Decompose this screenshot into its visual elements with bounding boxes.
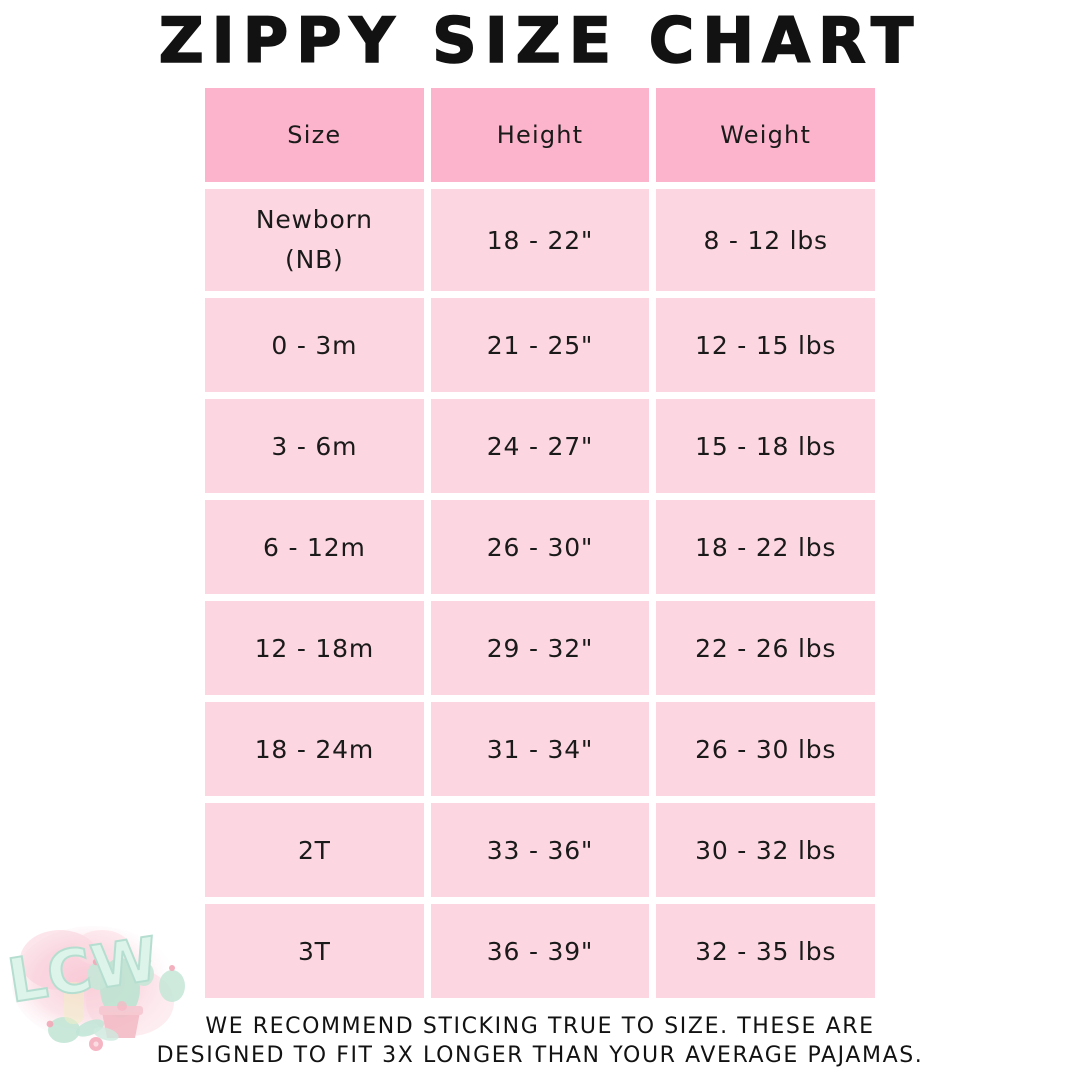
cell-height: 31 - 34" <box>430 702 650 796</box>
table-row: Newborn (NB) 18 - 22" 8 - 12 lbs <box>205 189 876 291</box>
column-header-size: Size <box>205 88 424 182</box>
table-row: 3T 36 - 39" 32 - 35 lbs <box>205 904 876 998</box>
cell-weight: 12 - 15 lbs <box>656 298 876 392</box>
cell-height: 36 - 39" <box>430 904 650 998</box>
cell-weight: 30 - 32 lbs <box>656 803 876 897</box>
cell-size: Newborn (NB) <box>205 189 424 291</box>
cell-height: 33 - 36" <box>430 803 650 897</box>
cell-weight: 18 - 22 lbs <box>656 500 876 594</box>
cell-size: 6 - 12m <box>205 500 424 594</box>
table-row: 6 - 12m 26 - 30" 18 - 22 lbs <box>205 500 876 594</box>
cell-size: 18 - 24m <box>205 702 424 796</box>
cell-size: 3 - 6m <box>205 399 424 493</box>
table-row: 2T 33 - 36" 30 - 32 lbs <box>205 803 876 897</box>
cell-size: 12 - 18m <box>205 601 424 695</box>
table-header-row: Size Height Weight <box>205 88 876 182</box>
cell-size: 0 - 3m <box>205 298 424 392</box>
flower-icon <box>92 958 100 966</box>
table-row: 3 - 6m 24 - 27" 15 - 18 lbs <box>205 399 876 493</box>
size-chart-table: Size Height Weight Newborn (NB) 18 - 22"… <box>205 88 876 998</box>
footer-note: WE RECOMMEND STICKING TRUE TO SIZE. THES… <box>0 1012 1080 1070</box>
cell-height: 21 - 25" <box>430 298 650 392</box>
table-row: 0 - 3m 21 - 25" 12 - 15 lbs <box>205 298 876 392</box>
cell-height: 24 - 27" <box>430 399 650 493</box>
table-row: 18 - 24m 31 - 34" 26 - 30 lbs <box>205 702 876 796</box>
size-label-lines: Newborn (NB) <box>256 200 373 280</box>
size-label-line2: (NB) <box>285 245 344 274</box>
column-header-weight: Weight <box>656 88 876 182</box>
column-header-height: Height <box>430 88 650 182</box>
cell-weight: 26 - 30 lbs <box>656 702 876 796</box>
footer-note-line1: WE RECOMMEND STICKING TRUE TO SIZE. THES… <box>205 1014 875 1039</box>
cell-weight: 15 - 18 lbs <box>656 399 876 493</box>
cactus-icon <box>159 965 185 1002</box>
logo-letters: LCW <box>2 923 165 1018</box>
cell-size: 3T <box>205 904 424 998</box>
cell-size: 2T <box>205 803 424 897</box>
cell-height: 26 - 30" <box>430 500 650 594</box>
cell-height: 18 - 22" <box>430 189 650 291</box>
size-label-line1: Newborn <box>255 205 373 234</box>
flower-icon <box>169 965 175 971</box>
cell-weight: 8 - 12 lbs <box>656 189 876 291</box>
page-title: ZIPPY SIZE CHART <box>158 4 922 77</box>
footer-note-line2: DESIGNED TO FIT 3X LONGER THAN YOUR AVER… <box>156 1043 924 1068</box>
flower-icon <box>144 957 152 965</box>
table-row: 12 - 18m 29 - 32" 22 - 26 lbs <box>205 601 876 695</box>
cell-weight: 32 - 35 lbs <box>656 904 876 998</box>
cell-height: 29 - 32" <box>430 601 650 695</box>
cell-weight: 22 - 26 lbs <box>656 601 876 695</box>
